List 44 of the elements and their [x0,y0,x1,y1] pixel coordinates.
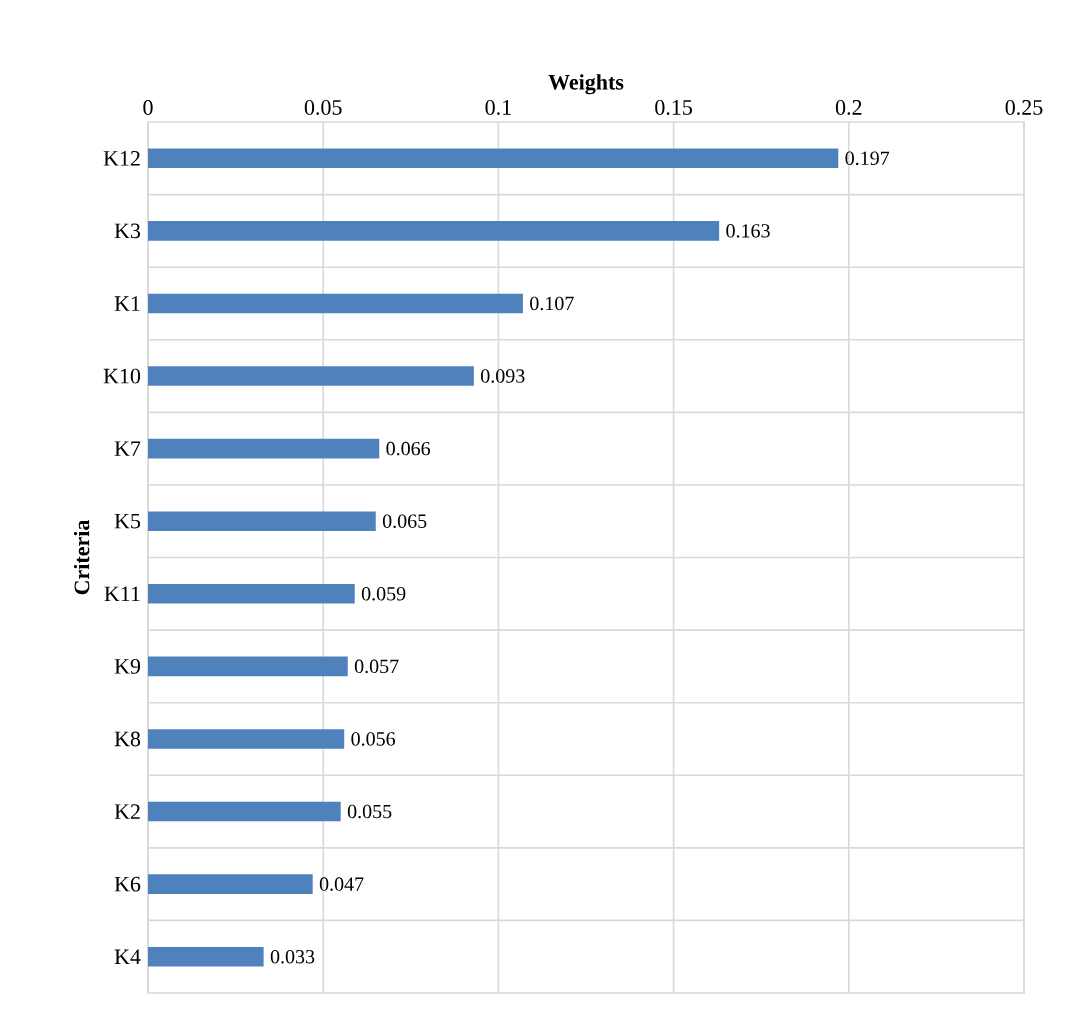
y-tick-label: K11 [104,586,140,602]
x-tick-label: 0.1 [485,100,511,115]
data-label: 0.163 [726,224,770,238]
bar [148,148,839,169]
data-label: 0.057 [354,659,399,674]
y-tick-label: K3 [114,223,141,239]
bar [148,366,474,386]
x-tick-label: 0.15 [655,100,692,115]
x-tick-label: 0.05 [304,100,342,115]
data-label: 0.033 [270,949,315,964]
bar [148,656,348,677]
bar [148,801,341,822]
data-label: 0.066 [386,441,431,456]
bar [148,511,376,532]
bar [148,946,264,967]
bar [148,584,355,604]
bar [148,221,720,241]
y-tick-label: K5 [114,513,141,529]
data-label: 0.107 [530,296,574,311]
bar [148,438,380,459]
y-tick-label: K9 [114,659,141,674]
y-tick-label: K12 [103,151,140,166]
data-label: 0.047 [319,877,364,891]
y-tick-label: K6 [114,876,141,892]
y-tick-label: K2 [114,804,140,819]
data-label: 0.093 [481,369,525,383]
y-axis-title: Criteria [73,519,90,595]
y-tick-label: K8 [114,731,141,747]
y-tick-label: K1 [114,296,140,311]
x-tick-label: 0 [143,100,153,115]
data-label: 0.056 [351,732,396,746]
y-tick-label: K7 [114,441,141,456]
data-label: 0.197 [845,151,890,166]
data-label: 0.065 [382,514,427,529]
x-tick-label: 0.2 [835,100,862,115]
data-label: 0.055 [347,804,392,819]
x-axis-title: Weights [548,74,624,95]
bar [148,874,313,894]
bar [148,729,345,749]
y-tick-label: K10 [103,368,141,384]
data-label: 0.059 [361,587,406,601]
bar [148,293,523,314]
y-tick-label: K4 [114,949,141,964]
x-tick-label: 0.25 [1005,100,1043,115]
